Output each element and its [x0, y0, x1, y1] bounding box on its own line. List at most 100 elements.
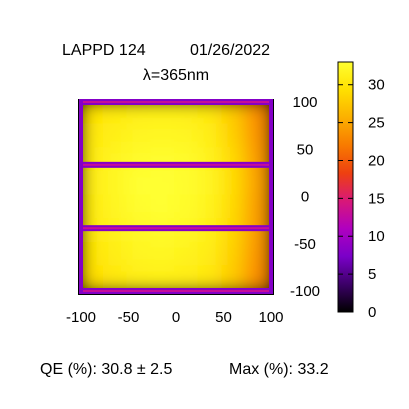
heatmap-cell [174, 123, 202, 152]
heatmap-cell [126, 194, 155, 223]
heatmap-cell [126, 265, 155, 291]
heatmap-cell [221, 123, 250, 152]
heatmap-cell [245, 123, 271, 152]
y-tick-label: 0 [301, 189, 309, 206]
heatmap-cell [221, 218, 250, 246]
heatmap-cell [126, 241, 155, 270]
chart-title-date: 01/26/2022 [190, 42, 270, 59]
heatmap-strip-core [79, 163, 273, 166]
heatmap-cell [102, 147, 131, 175]
heatmap-cell [245, 265, 271, 291]
qe-summary: QE (%): 30.8 ± 2.5 [40, 361, 172, 378]
heatmap-cell [81, 241, 107, 270]
heatmap-cell [245, 147, 271, 175]
heatmap-cell [221, 265, 250, 291]
colorbar-tick-label: 30 [368, 77, 385, 94]
heatmap-cell [150, 241, 178, 270]
heatmap-cell [174, 170, 202, 199]
colorbar-tick-label: 5 [368, 266, 376, 283]
heatmap-cell [197, 170, 226, 199]
heatmap-cell [197, 218, 226, 246]
heatmap-strip-core [79, 290, 273, 292]
y-tick-label: 100 [292, 94, 317, 111]
heatmap-cell [102, 218, 131, 246]
heatmap-cell [245, 241, 271, 270]
heatmap-cell [150, 123, 178, 152]
colorbar-tick-label: 20 [368, 152, 385, 169]
heatmap-cell [174, 265, 202, 291]
max-summary: Max (%): 33.2 [229, 361, 329, 378]
heatmap-cell [126, 218, 155, 246]
heatmap-cell [150, 194, 178, 223]
colorbar-tick-label: 10 [368, 228, 385, 245]
heatmap-strips [79, 99, 273, 294]
x-tick-label: -50 [118, 309, 140, 326]
chart-title-wavelength: λ=365nm [143, 67, 209, 84]
heatmap-smooth-layer [81, 102, 271, 291]
chart-title-device: LAPPD 124 [62, 42, 146, 59]
heatmap-cell [126, 102, 155, 128]
heatmap-cell [102, 265, 131, 291]
x-axis-ticks: -100 -50 0 50 100 [66, 309, 284, 326]
heatmap-cell [102, 241, 131, 270]
heatmap-cell [197, 123, 226, 152]
heatmap-cell [174, 194, 202, 223]
heatmap-cell [150, 170, 178, 199]
heatmap-cell [81, 123, 107, 152]
colorbar-ticks: 30 25 20 15 10 5 0 [338, 77, 385, 321]
heatmap-cell [102, 102, 131, 128]
heatmap-cell [81, 194, 107, 223]
heatmap-cell [81, 102, 107, 128]
heatmap-edge [269, 100, 273, 293]
heatmap-cell [197, 265, 226, 291]
heatmap-cell [174, 241, 202, 270]
heatmap-cell [102, 170, 131, 199]
heatmap-cell [221, 147, 250, 175]
colorbar-tick-label: 0 [368, 304, 376, 321]
heatmap-cell [197, 102, 226, 128]
heatmap-cell [102, 123, 131, 152]
x-tick-label: 100 [258, 309, 283, 326]
y-tick-label: -100 [290, 283, 320, 300]
heatmap-cell [221, 102, 250, 128]
heatmap-cell [126, 123, 155, 152]
heatmap-cell [245, 170, 271, 199]
heatmap-cell [174, 147, 202, 175]
heatmap-edge [79, 100, 83, 293]
colorbar-tick-label: 15 [368, 190, 385, 207]
heatmap-cell [245, 218, 271, 246]
heatmap-cell [81, 218, 107, 246]
heatmap-cell [150, 147, 178, 175]
heatmap-cell [197, 147, 226, 175]
y-tick-label: -50 [294, 236, 316, 253]
x-tick-label: -100 [66, 309, 96, 326]
heatmap-cell [221, 241, 250, 270]
x-tick-label: 0 [172, 309, 180, 326]
heatmap-cell [245, 102, 271, 128]
y-axis-ticks: 100 50 0 -50 -100 [290, 94, 320, 300]
heatmap-cell [174, 102, 202, 128]
heatmap-cell [150, 265, 178, 291]
heatmap-cell [126, 147, 155, 175]
y-tick-label: 50 [297, 141, 314, 158]
heatmap-cell [245, 194, 271, 223]
heatmap-cell [126, 170, 155, 199]
heatmap-cell [150, 218, 178, 246]
heatmap-cell [81, 147, 107, 175]
x-tick-label: 50 [215, 309, 232, 326]
heatmap-cell [221, 170, 250, 199]
heatmap-cell [197, 194, 226, 223]
heatmap-cells [81, 102, 271, 291]
heatmap-cell [174, 218, 202, 246]
heatmap-cell [102, 194, 131, 223]
colorbar-tick-label: 25 [368, 115, 385, 132]
heatmap-strip-core [79, 101, 273, 103]
heatmap-cell [197, 241, 226, 270]
heatmap-strip-core [79, 227, 273, 230]
heatmap-cell [81, 170, 107, 199]
colorbar [337, 61, 354, 313]
heatmap-cell [221, 194, 250, 223]
heatmap-cell [81, 265, 107, 291]
heatmap-cell [150, 102, 178, 128]
